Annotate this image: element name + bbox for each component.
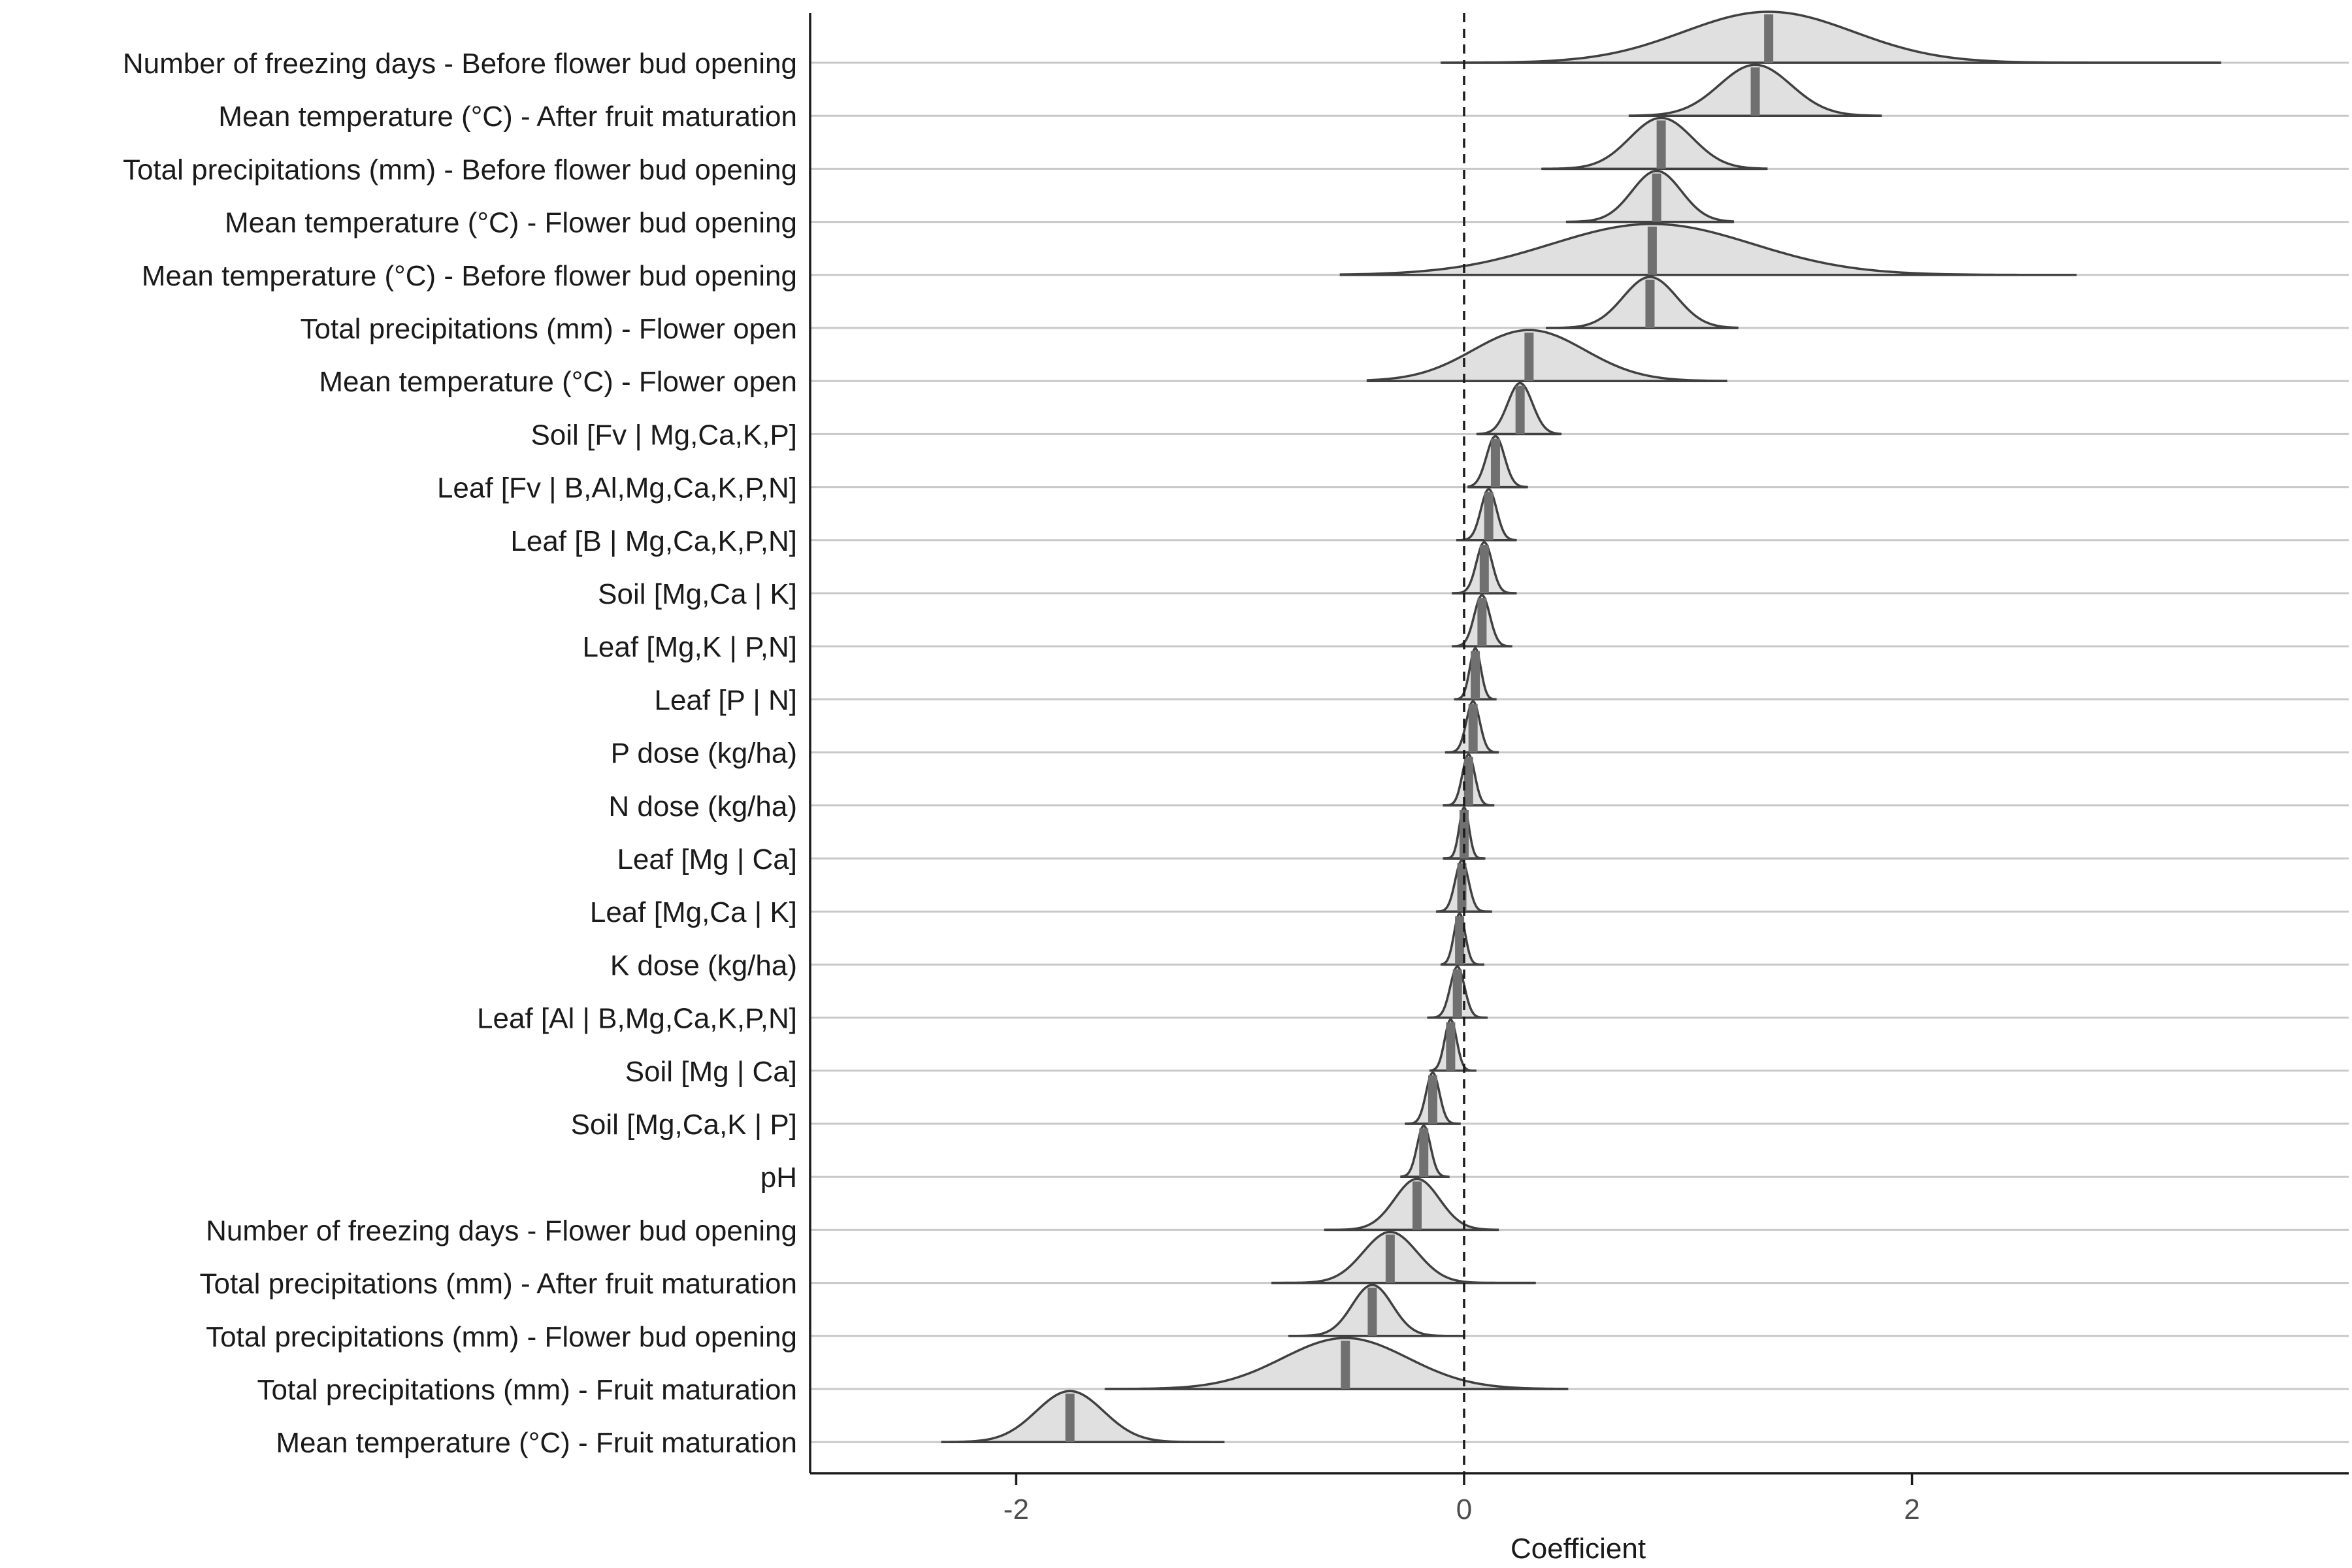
ridge-mean-marker — [1428, 1075, 1437, 1124]
x-tick-label: -2 — [1004, 1494, 1029, 1526]
category-label: pH — [760, 1162, 797, 1194]
row-lines — [810, 61, 2349, 1443]
ridge-mean-marker — [1524, 333, 1534, 382]
ridge-mean-marker — [1385, 1234, 1395, 1283]
category-label: Leaf [Al | B,Mg,Ca,K,P,N] — [477, 1003, 797, 1035]
ridge-mean-marker — [1463, 757, 1473, 806]
ridge-mean-marker — [1477, 598, 1487, 647]
category-label: Total precipitations (mm) - Fruit matura… — [257, 1374, 797, 1406]
ridge-density — [1339, 223, 2077, 276]
category-label: Mean temperature (°C) - Flower open — [319, 366, 797, 398]
ridge-density — [1324, 1177, 1499, 1232]
category-label: Leaf [P | N] — [654, 684, 797, 716]
category-label: Total precipitations (mm) - After fruit … — [199, 1268, 797, 1300]
ridge-mean-marker — [1656, 120, 1666, 169]
ridge-mean-marker — [1468, 704, 1478, 753]
category-label: N dose (kg/ha) — [608, 791, 797, 823]
ridge-mean-marker — [1471, 651, 1480, 700]
category-label: P dose (kg/ha) — [611, 738, 797, 770]
ridge-mean-marker — [1367, 1287, 1377, 1336]
category-labels: Number of freezing days - Before flower … — [123, 48, 797, 1459]
category-label: Total precipitations (mm) - Flower open — [301, 313, 797, 345]
category-label: K dose (kg/ha) — [610, 949, 797, 981]
ridge-mean-marker — [1484, 491, 1494, 540]
category-label: Leaf [Fv | B,Al,Mg,Ca,K,P,N] — [437, 472, 797, 504]
x-axis-title: Coefficient — [1511, 1533, 1646, 1565]
ridge-mean-marker — [1065, 1394, 1075, 1443]
x-ticks: -2 0 2 — [1004, 1473, 1920, 1526]
category-label: Mean temperature (°C) - After fruit matu… — [218, 101, 797, 133]
ridge-mean-marker — [1515, 385, 1525, 434]
category-label: Total precipitations (mm) - Flower bud o… — [206, 1321, 797, 1353]
ridge-density — [1104, 1337, 1569, 1390]
ridge-mean-marker — [1457, 863, 1467, 912]
ridge-mean-marker — [1419, 1128, 1429, 1177]
category-label: Soil [Mg | Ca] — [625, 1056, 797, 1088]
ridge-mean-marker — [1341, 1341, 1350, 1389]
category-label: Leaf [Mg,K | P,N] — [582, 631, 797, 663]
category-label: Mean temperature (°C) - Fruit maturation — [276, 1427, 797, 1459]
category-label: Leaf [Mg | Ca] — [617, 843, 797, 875]
ridge-mean-marker — [1446, 1022, 1456, 1071]
category-label: Leaf [B | Mg,Ca,K,P,N] — [510, 525, 797, 557]
ridge-mean-marker — [1645, 280, 1655, 328]
ridge-mean-marker — [1452, 969, 1462, 1018]
ridge-mean-marker — [1412, 1181, 1422, 1230]
ridge-density — [1546, 276, 1739, 329]
ridge-density — [1271, 1230, 1536, 1284]
ridge-density — [941, 1390, 1225, 1443]
ridge-density — [1440, 10, 2221, 64]
ridge-mean-marker — [1647, 226, 1657, 275]
ridge-mean-marker — [1652, 173, 1661, 222]
ridge-mean-marker — [1455, 916, 1465, 965]
category-label: Soil [Mg,Ca,K | P] — [571, 1109, 797, 1141]
category-label: Mean temperature (°C) - Before flower bu… — [142, 260, 797, 292]
ridge-density — [1565, 169, 1735, 223]
category-label: Mean temperature (°C) - Flower bud openi… — [225, 207, 797, 239]
category-label: Number of freezing days - Before flower … — [123, 48, 797, 80]
ridge-density — [1366, 329, 1727, 382]
ridge-mean-marker — [1750, 67, 1760, 116]
category-label: Soil [Mg,Ca | K] — [598, 578, 797, 610]
x-tick-label: 0 — [1456, 1494, 1472, 1526]
category-label: Number of freezing days - Flower bud ope… — [206, 1215, 797, 1247]
category-label: Leaf [Mg,Ca | K] — [590, 896, 797, 928]
x-tick-label: 2 — [1904, 1494, 1919, 1526]
ridge-mean-marker — [1490, 438, 1500, 487]
ridge-mean-marker — [1479, 545, 1489, 593]
category-label: Total precipitations (mm) - Before flowe… — [123, 154, 797, 186]
ridge-distributions — [941, 10, 2221, 1443]
category-label: Soil [Fv | Mg,Ca,K,P] — [531, 419, 797, 451]
ridge-density — [1541, 116, 1768, 171]
ridge-mean-marker — [1764, 14, 1774, 63]
axes — [809, 13, 2349, 1475]
